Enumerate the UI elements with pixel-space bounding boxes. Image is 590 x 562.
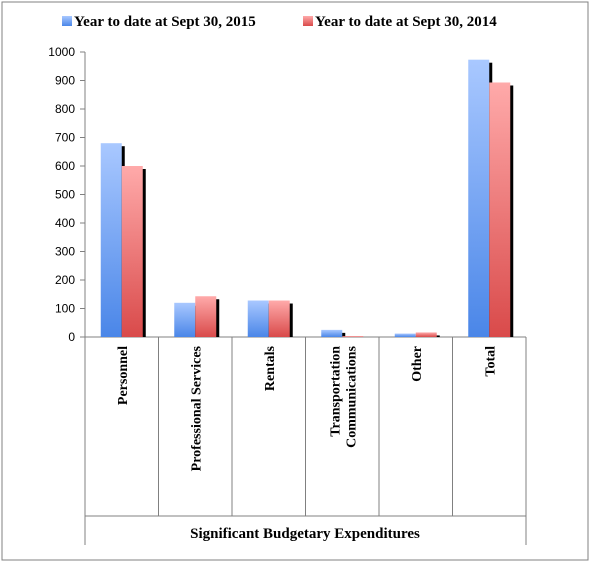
y-tick-label: 600	[55, 159, 75, 173]
legend-label-2014: Year to date at Sept 30, 2014	[315, 14, 497, 30]
legend-swatch-2014	[303, 16, 313, 26]
bar-2015-personnel	[100, 143, 122, 337]
bar-2015-professional-services	[174, 302, 196, 337]
bar-2015-rentals	[247, 300, 269, 337]
bar-2015-other	[394, 333, 416, 337]
bar-2014-total	[489, 82, 511, 338]
category-table: Personnel Professional Services Rentals Tra…	[84, 337, 527, 545]
y-tick-label: 1000	[48, 45, 75, 59]
bar-2014-personnel	[121, 166, 143, 337]
y-tick-label: 800	[55, 102, 75, 116]
category-label: Total	[483, 346, 498, 377]
legend-swatch-2015	[62, 16, 72, 26]
legend: Year to date at Sept 30, 2015 Year to da…	[62, 14, 497, 30]
category-label: Other	[410, 346, 425, 382]
category-label: Communications	[344, 345, 359, 447]
category-label: Personnel	[116, 346, 131, 405]
y-tick-label: 300	[55, 245, 75, 259]
y-tick-label: 700	[55, 131, 75, 145]
category-label: Transportation	[328, 346, 343, 437]
y-tick-label: 0	[68, 330, 75, 344]
y-tick-label: 900	[55, 74, 75, 88]
bar-2014-professional-services	[195, 296, 217, 337]
y-tick-label: 200	[55, 273, 75, 287]
bar-2014-transportation-communications	[342, 336, 364, 337]
bar-2014-other	[415, 332, 437, 337]
bar-2015-total	[468, 59, 490, 337]
bars	[100, 59, 514, 338]
y-tick-label: 100	[55, 302, 75, 316]
y-tick-label: 500	[55, 188, 75, 202]
category-label: Rentals	[263, 345, 278, 391]
category-label: Professional Services	[189, 345, 204, 471]
bar-2015-transportation-communications	[321, 329, 343, 337]
legend-label-2015: Year to date at Sept 30, 2015	[74, 14, 256, 30]
y-tick-label: 400	[55, 216, 75, 230]
x-axis-title: Significant Budgetary Expenditures	[190, 526, 420, 542]
bar-2014-rentals	[268, 300, 290, 337]
